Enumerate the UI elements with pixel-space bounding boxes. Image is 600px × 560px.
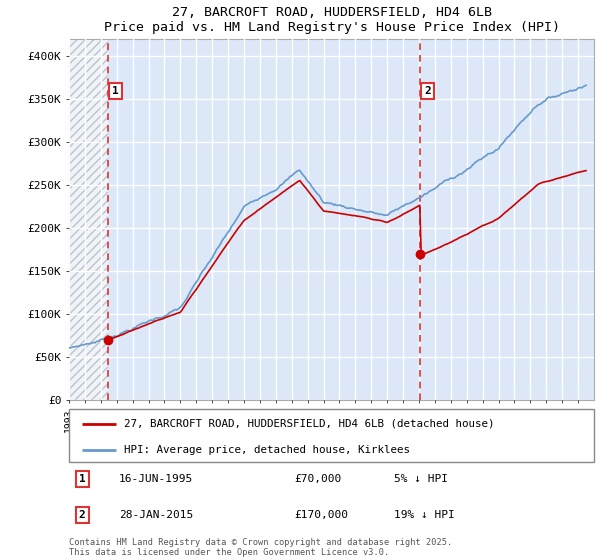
Text: 5% ↓ HPI: 5% ↓ HPI [395, 474, 449, 484]
Text: 28-JAN-2015: 28-JAN-2015 [119, 510, 193, 520]
Text: 2: 2 [79, 510, 86, 520]
Text: 1: 1 [112, 86, 119, 96]
Text: £70,000: £70,000 [295, 474, 342, 484]
Text: 27, BARCROFT ROAD, HUDDERSFIELD, HD4 6LB (detached house): 27, BARCROFT ROAD, HUDDERSFIELD, HD4 6LB… [124, 419, 494, 429]
FancyBboxPatch shape [69, 409, 594, 462]
Text: 16-JUN-1995: 16-JUN-1995 [119, 474, 193, 484]
Text: 2: 2 [424, 86, 431, 96]
Text: 19% ↓ HPI: 19% ↓ HPI [395, 510, 455, 520]
Text: Contains HM Land Registry data © Crown copyright and database right 2025.
This d: Contains HM Land Registry data © Crown c… [69, 538, 452, 557]
Bar [69, 39, 108, 400]
Title: 27, BARCROFT ROAD, HUDDERSFIELD, HD4 6LB
Price paid vs. HM Land Registry's House: 27, BARCROFT ROAD, HUDDERSFIELD, HD4 6LB… [104, 6, 560, 34]
Text: £170,000: £170,000 [295, 510, 349, 520]
Text: 1: 1 [79, 474, 86, 484]
Text: HPI: Average price, detached house, Kirklees: HPI: Average price, detached house, Kirk… [124, 445, 410, 455]
